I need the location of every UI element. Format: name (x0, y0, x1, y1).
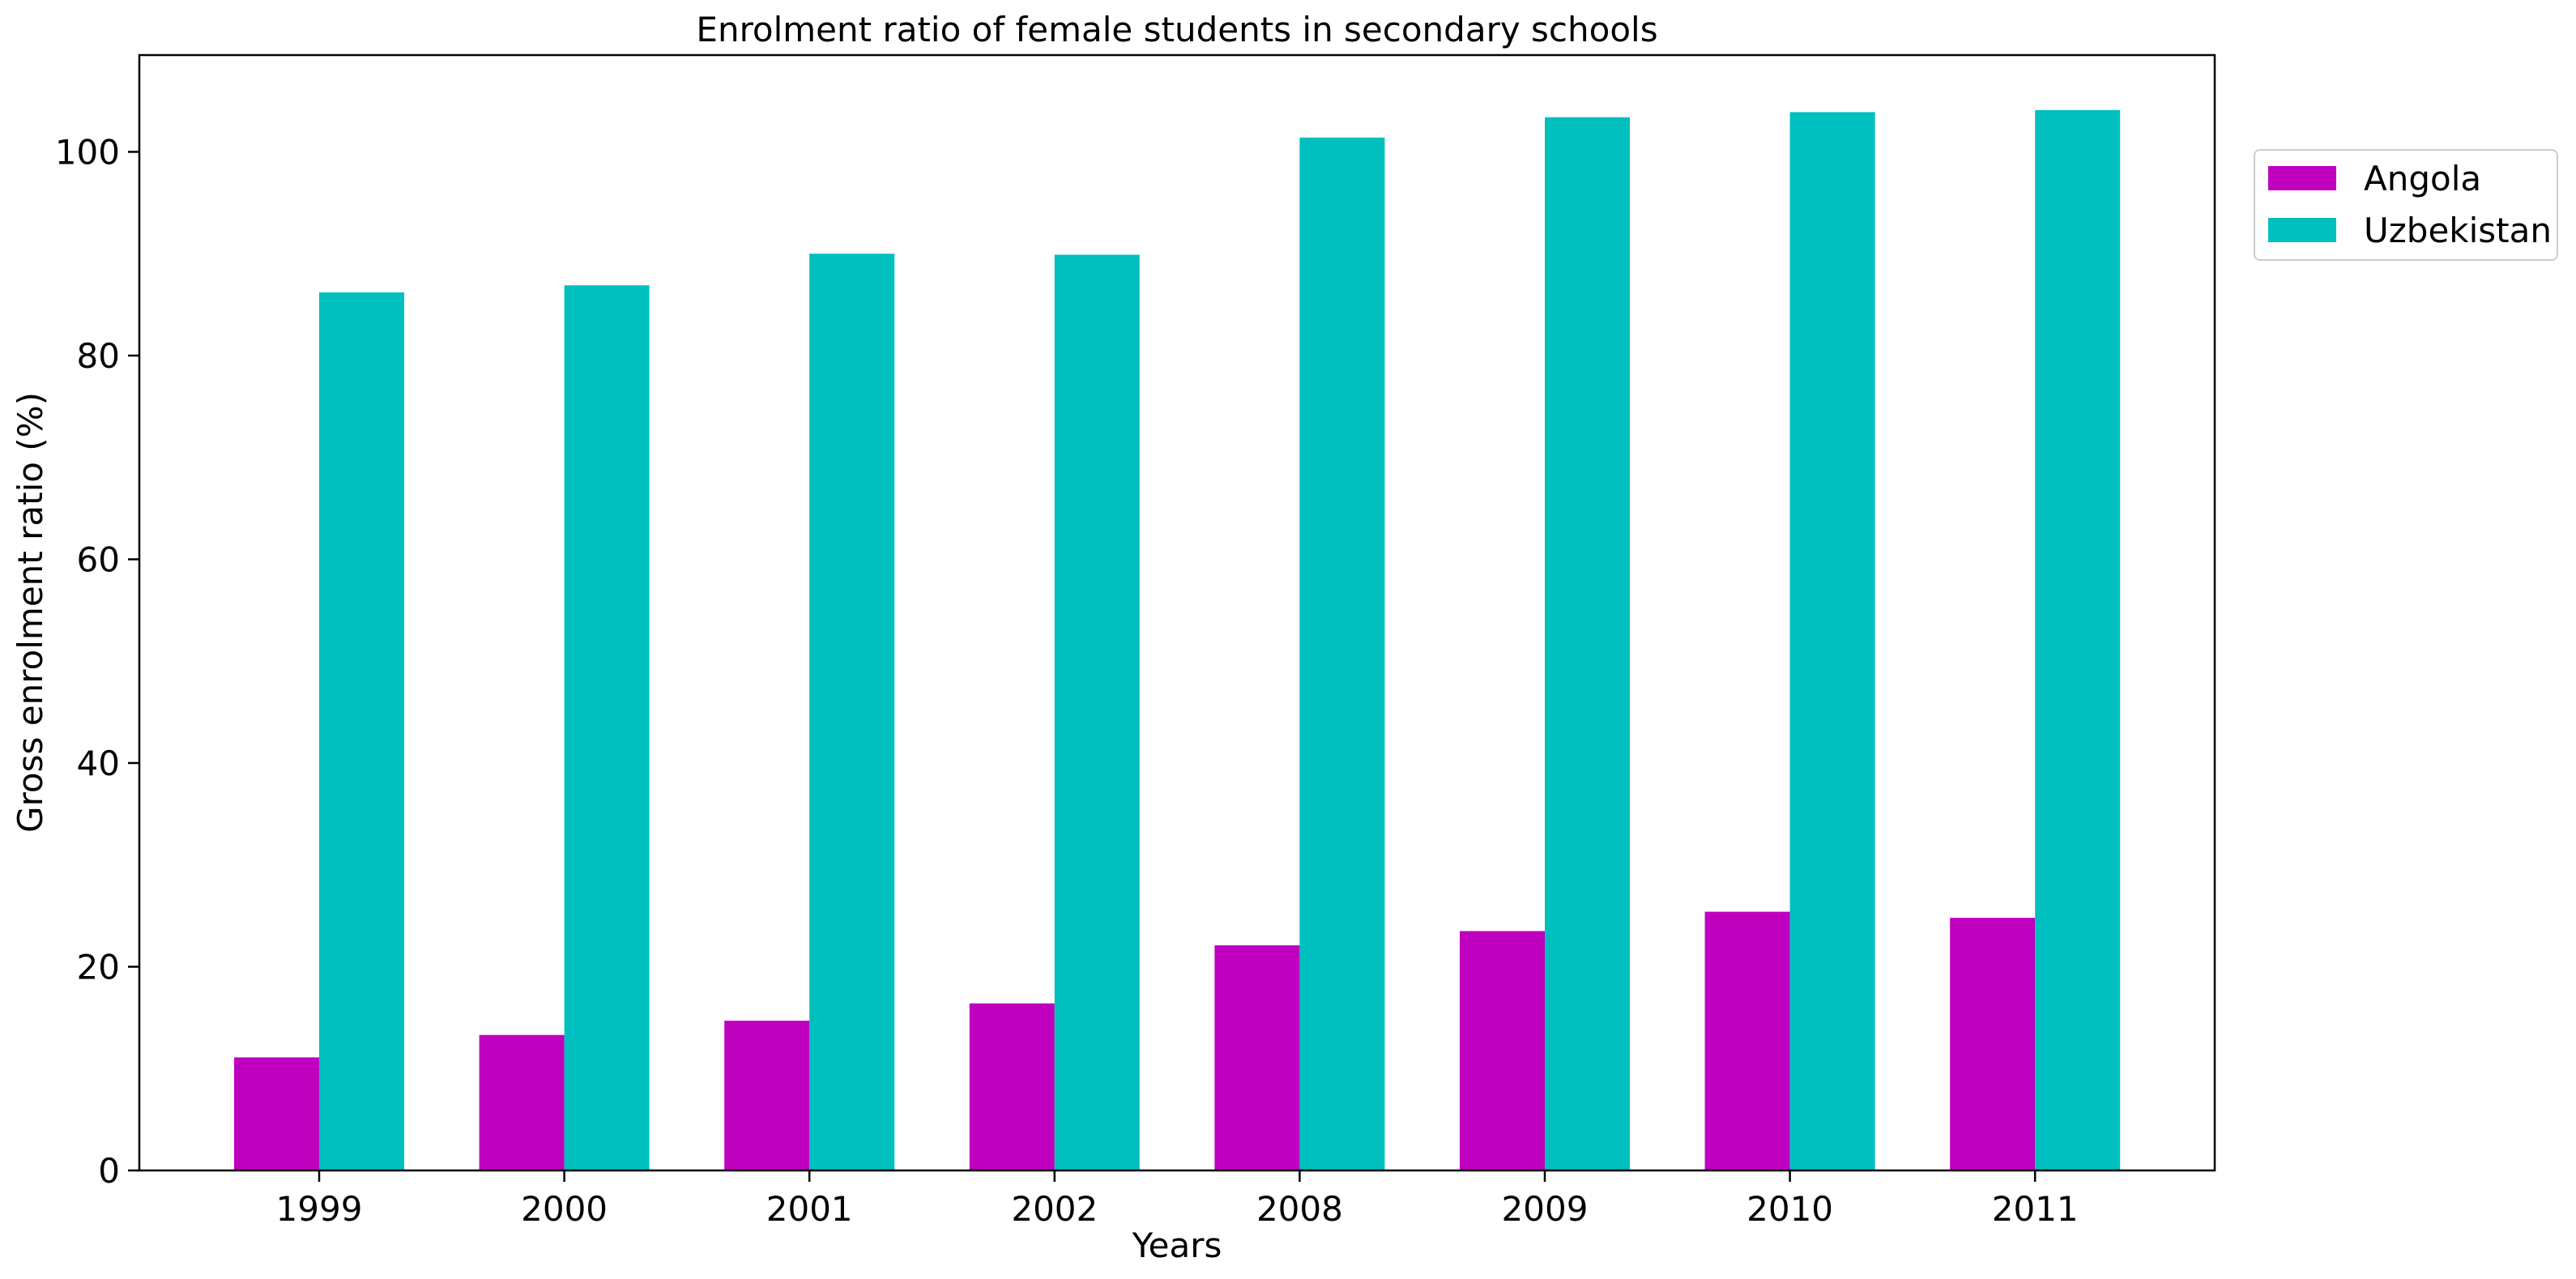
legend: Angola Uzbekistan (2254, 149, 2558, 261)
x-tick-label: 2011 (1992, 1189, 2079, 1229)
bar-angola-2000 (479, 1034, 565, 1170)
plot-frame (138, 53, 2216, 1172)
bar-uzbekistan-2000 (564, 285, 650, 1170)
y-axis-ticks: 0 20 40 60 80 100 (55, 132, 139, 1191)
bar-uzbekistan-2002 (1054, 254, 1140, 1171)
bar-angola-2008 (1214, 945, 1300, 1170)
bar-uzbekistan-2008 (1299, 137, 1385, 1171)
bars-layer (234, 109, 2121, 1171)
bar-angola-2009 (1460, 931, 1545, 1170)
bar-angola-1999 (234, 1057, 319, 1170)
y-tick-label: 20 (77, 947, 120, 987)
y-tick-label: 60 (77, 539, 120, 579)
bar-angola-2002 (969, 1003, 1055, 1170)
x-tick-label: 2002 (1011, 1189, 1098, 1229)
bar-angola-2001 (724, 1021, 810, 1170)
legend-item-uzbekistan: Uzbekistan (2268, 211, 2552, 250)
x-tick-label: 1999 (276, 1189, 363, 1229)
x-axis-label: Years (1132, 1226, 1222, 1265)
bar-uzbekistan-2010 (1789, 112, 1875, 1171)
bar-angola-2010 (1704, 911, 1790, 1170)
x-tick-label: 2000 (521, 1189, 608, 1229)
y-tick-label: 100 (55, 132, 120, 172)
legend-swatch-angola (2268, 166, 2336, 190)
bar-uzbekistan-2001 (809, 254, 895, 1170)
y-tick-label: 80 (77, 336, 120, 376)
y-axis-label: Gross enrolment ratio (%) (11, 392, 50, 833)
bar-uzbekistan-2011 (2035, 109, 2121, 1170)
legend-label-uzbekistan: Uzbekistan (2364, 210, 2552, 250)
x-tick-label: 2008 (1256, 1189, 1343, 1229)
legend-label-angola: Angola (2364, 158, 2482, 198)
y-tick-label: 40 (77, 744, 120, 783)
x-tick-label: 2009 (1502, 1189, 1589, 1229)
bar-uzbekistan-2009 (1545, 117, 1630, 1170)
bar-uzbekistan-1999 (319, 292, 404, 1170)
legend-item-angola: Angola (2268, 159, 2481, 198)
x-tick-label: 2001 (766, 1189, 853, 1229)
bar-angola-2011 (1950, 918, 2036, 1170)
legend-swatch-uzbekistan (2268, 218, 2336, 242)
x-axis-ticks: 1999 2000 2001 2002 2008 2009 2010 2011 (276, 1170, 2079, 1229)
x-tick-label: 2010 (1746, 1189, 1833, 1229)
y-tick-label: 0 (98, 1151, 120, 1191)
chart-title: Enrolment ratio of female students in se… (696, 10, 1657, 49)
